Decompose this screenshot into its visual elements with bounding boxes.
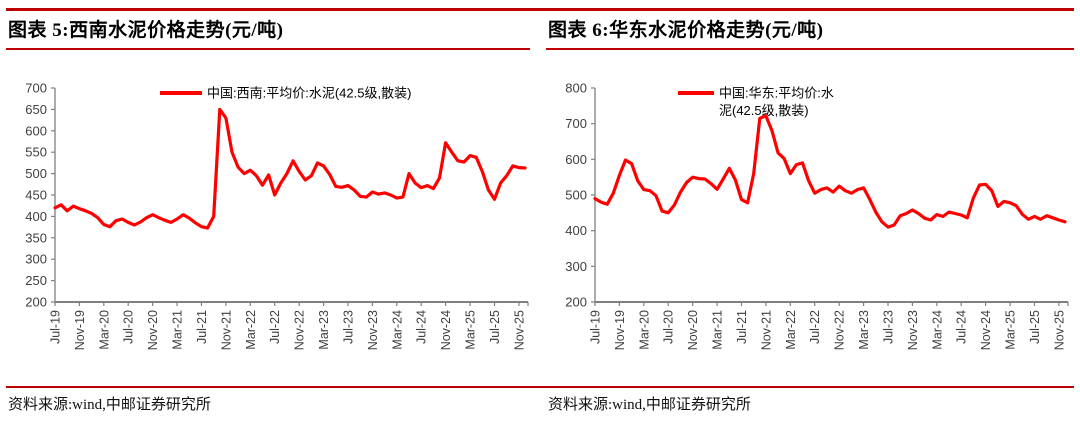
southwest-cement-price-line-chart: 200 250 300 350 400 450 500 550 600 650 700 Jul-19 N… <box>25 81 529 350</box>
x-tick-label: Mar-23 <box>857 310 871 350</box>
figure-title: 图表 6:华东水泥价格走势(元/吨) <box>548 20 824 41</box>
title-divider-rule <box>6 48 530 50</box>
y-tick-label: 450 <box>25 188 47 203</box>
x-tick-label: Nov-23 <box>366 310 380 350</box>
x-tick-label: Mar-25 <box>1004 310 1018 350</box>
x-tick-label: Mar-20 <box>97 310 111 350</box>
y-tick-label: 600 <box>565 152 587 167</box>
y-tick-label: 300 <box>25 252 47 267</box>
x-tick-label: Mar-25 <box>464 310 478 350</box>
legend-label-line2: 泥(42.5级,散装) <box>719 103 809 118</box>
x-tick-label: Mar-21 <box>711 310 725 350</box>
x-tick-label: Jul-23 <box>882 310 896 344</box>
east-china-cement-price-line-chart: 200 300 400 500 600 700 800 Jul-19 Nov-19 Mar-20 J… <box>565 81 1069 350</box>
x-tick-label: Jul-24 <box>415 310 429 344</box>
chart-legend: 中国:华东:平均价:水 泥(42.5级,散装) <box>678 86 834 118</box>
source-note: 资料来源:wind,中邮证券研究所 <box>548 397 751 413</box>
y-tick-label: 400 <box>25 209 47 224</box>
x-tick-label: Jul-25 <box>1028 310 1042 344</box>
x-tick-label: Jul-20 <box>122 310 136 344</box>
y-tick-label: 800 <box>565 81 587 96</box>
x-tick-label: Jul-19 <box>589 310 603 344</box>
x-tick-label: Nov-22 <box>293 310 307 350</box>
x-tick-label: Jul-23 <box>342 310 356 344</box>
x-tick-label: Nov-20 <box>686 310 700 350</box>
y-tick-label: 200 <box>25 295 47 310</box>
x-tick-label: Nov-21 <box>219 310 233 350</box>
x-tick-label: Nov-25 <box>512 310 526 350</box>
x-tick-label: Mar-23 <box>317 310 331 350</box>
x-tick-label: Mar-22 <box>244 310 258 350</box>
x-tick-label: Mar-22 <box>784 310 798 350</box>
y-tick-label: 700 <box>25 81 47 96</box>
axes-layer: 200 250 300 350 400 450 500 550 600 650 700 Jul-19 N… <box>25 81 529 350</box>
x-tick-label: Nov-23 <box>906 310 920 350</box>
x-tick-label: Mar-24 <box>930 310 944 350</box>
x-tick-label: Nov-22 <box>833 310 847 350</box>
x-tick-label: Nov-21 <box>759 310 773 350</box>
x-tick-label: Jul-21 <box>195 310 209 344</box>
chart-legend: 中国:西南:平均价:水泥(42.5级,散装) <box>160 86 411 101</box>
x-tick-label: Nov-20 <box>146 310 160 350</box>
x-tick-label: Jul-25 <box>488 310 502 344</box>
x-tick-label: Jul-24 <box>955 310 969 344</box>
x-tick-label: Nov-19 <box>613 310 627 350</box>
top-divider-rule <box>6 8 1074 11</box>
y-tick-label: 350 <box>25 230 47 245</box>
x-tick-label: Nov-24 <box>979 310 993 350</box>
y-tick-label: 400 <box>565 223 587 238</box>
y-tick-label: 700 <box>565 116 587 131</box>
source-note: 资料来源:wind,中邮证券研究所 <box>8 397 211 413</box>
figure-6-east-china: 图表 6:华东水泥价格走势(元/吨) 200 300 400 500 600 700 800… <box>540 0 1080 435</box>
x-tick-label: Nov-19 <box>73 310 87 350</box>
price-series-line <box>53 107 527 230</box>
legend-label-line1: 中国:西南:平均价:水泥(42.5级,散装) <box>207 86 411 101</box>
y-tick-label: 200 <box>565 295 587 310</box>
figure-title: 图表 5:西南水泥价格走势(元/吨) <box>8 20 284 41</box>
y-tick-label: 250 <box>25 273 47 288</box>
y-tick-label: 550 <box>25 145 47 160</box>
x-tick-label: Jul-21 <box>735 310 749 344</box>
title-divider-rule <box>546 48 1074 50</box>
x-tick-label: Mar-21 <box>171 310 185 350</box>
price-series-line <box>593 114 1067 229</box>
x-tick-label: Mar-20 <box>637 310 651 350</box>
y-tick-label: 500 <box>25 166 47 181</box>
x-tick-label: Nov-24 <box>439 310 453 350</box>
x-tick-label: Jul-20 <box>662 310 676 344</box>
x-tick-label: Nov-25 <box>1052 310 1066 350</box>
x-tick-label: Mar-24 <box>390 310 404 350</box>
y-tick-label: 600 <box>25 123 47 138</box>
y-tick-label: 300 <box>565 259 587 274</box>
footer-divider-rule <box>6 386 1074 388</box>
y-tick-label: 650 <box>25 102 47 117</box>
figure-5-southwest: 图表 5:西南水泥价格走势(元/吨) 200 250 300 350 400 450 500… <box>6 20 530 413</box>
y-tick-label: 500 <box>565 188 587 203</box>
legend-label-line1: 中国:华东:平均价:水 <box>719 86 834 101</box>
axes-layer: 200 300 400 500 600 700 800 Jul-19 Nov-19 Mar-20 J… <box>565 81 1069 350</box>
x-tick-label: Jul-19 <box>49 310 63 344</box>
x-tick-label: Jul-22 <box>268 310 282 344</box>
x-tick-label: Jul-22 <box>808 310 822 344</box>
